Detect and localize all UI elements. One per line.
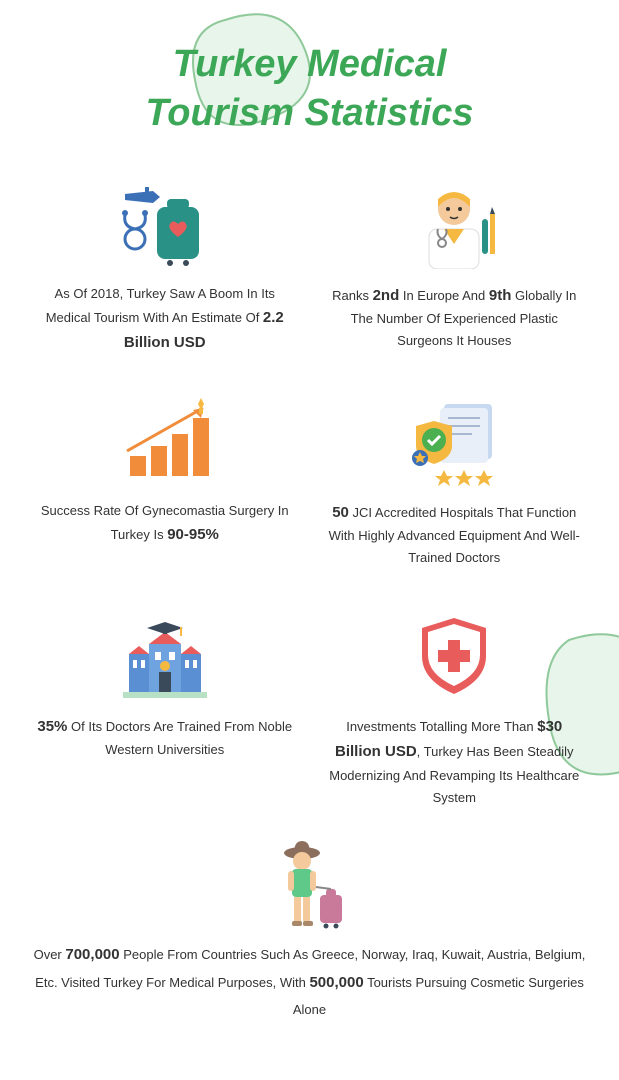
- stat-card-doctor-training: 35% Of Its Doctors Are Trained From Nobl…: [30, 610, 300, 809]
- doctor-icon: [404, 179, 504, 269]
- bottom-text: Over 700,000 People From Countries Such …: [30, 941, 589, 1023]
- accreditation-icon: [404, 396, 504, 486]
- tourist-icon: [270, 839, 350, 929]
- stat-card-jci-hospitals: 50 JCI Accredited Hospitals That Functio…: [320, 396, 590, 570]
- travel-medical-icon: [115, 179, 215, 269]
- stat-card-tourism-boom: As Of 2018, Turkey Saw A Boom In Its Med…: [30, 179, 300, 356]
- stats-grid: As Of 2018, Turkey Saw A Boom In Its Med…: [0, 179, 619, 809]
- title-line2: Tourism Statistics: [145, 92, 473, 134]
- title-line1: Turkey Medical: [173, 43, 447, 85]
- stat-text: 50 JCI Accredited Hospitals That Functio…: [324, 500, 584, 570]
- stat-card-surgeon-rank: Ranks 2nd In Europe And 9th Globally In …: [320, 179, 590, 356]
- stat-card-success-rate: Success Rate Of Gynecomastia Surgery In …: [30, 396, 300, 570]
- stat-text: 35% Of Its Doctors Are Trained From Nobl…: [35, 714, 295, 762]
- university-icon: [115, 610, 215, 700]
- page-title: Turkey Medical Tourism Statistics: [0, 0, 619, 139]
- growth-chart-icon: [115, 396, 215, 486]
- health-shield-icon: [404, 610, 504, 700]
- bottom-stat: Over 700,000 People From Countries Such …: [0, 839, 619, 1023]
- stat-text: Ranks 2nd In Europe And 9th Globally In …: [324, 283, 584, 353]
- stat-text: Investments Totalling More Than $30 Bill…: [324, 714, 584, 809]
- stat-text: Success Rate Of Gynecomastia Surgery In …: [35, 500, 295, 548]
- stat-card-investment: Investments Totalling More Than $30 Bill…: [320, 610, 590, 809]
- stat-text: As Of 2018, Turkey Saw A Boom In Its Med…: [35, 283, 295, 356]
